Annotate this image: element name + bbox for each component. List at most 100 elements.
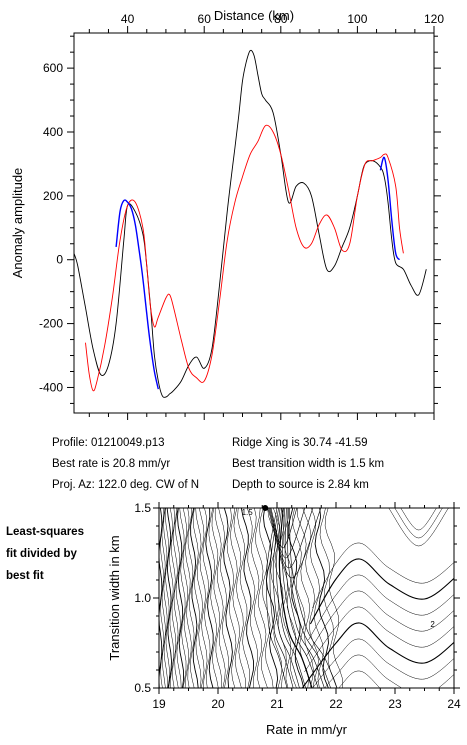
bottom-axis-ticks: 19 20 21 22 23 24 0.5 1.0 1.5 xyxy=(134,501,461,711)
contour-line xyxy=(177,508,185,688)
misfit-contour-panel: 1.52 19 20 21 22 23 240.51.01.5 Rate in mm/yr… xyxy=(107,501,461,737)
contour-line xyxy=(312,638,454,688)
rate-tick-label: 22 xyxy=(329,697,343,711)
contour-group xyxy=(159,508,454,688)
contour-line xyxy=(161,508,166,688)
contour-line xyxy=(273,508,287,688)
top-plot-frame xyxy=(73,32,435,414)
contour-line xyxy=(165,508,170,688)
contour-lines: 1.52 xyxy=(159,505,454,688)
contour-line xyxy=(289,508,338,688)
top-axis-ticks: 40 60 80 100 120 600 400 200 0 -200 -400 xyxy=(39,12,444,420)
contour-line xyxy=(226,508,237,688)
rate-tick-label: 21 xyxy=(270,697,284,711)
contour-line xyxy=(175,508,182,688)
x-tick-label: 60 xyxy=(198,12,212,26)
contour-line xyxy=(169,508,174,688)
fit-window-line xyxy=(379,156,401,261)
profile-text: Profile: 01210049.p13 xyxy=(52,437,165,449)
contour-line xyxy=(182,508,189,688)
contour-line xyxy=(312,542,454,609)
contour-line xyxy=(198,508,208,688)
contour-line xyxy=(259,508,274,688)
rate-tick-label: 19 xyxy=(152,697,166,711)
y-axis-title-anomaly: Anomaly amplitude xyxy=(10,168,25,279)
observed-profile-line xyxy=(73,49,427,398)
contour-line xyxy=(388,508,449,547)
contour-line xyxy=(233,508,247,688)
contour-line xyxy=(394,508,443,539)
contour-label: 1.5 xyxy=(242,508,254,517)
contour-line xyxy=(324,508,343,688)
contour-line xyxy=(302,508,319,688)
contour-line xyxy=(160,508,164,688)
model-profile-line xyxy=(85,124,404,392)
y-axis-title-width: Transition width in km xyxy=(107,535,122,660)
projection-azimuth-text: Proj. Az: 122.0 deg. CW of N xyxy=(52,479,200,491)
rate-tick-label: 20 xyxy=(211,697,225,711)
contour-line xyxy=(266,508,288,688)
contour-line xyxy=(240,508,254,688)
y-tick-label: -400 xyxy=(39,380,63,394)
contour-line xyxy=(202,508,211,688)
contour-line xyxy=(287,508,331,688)
contour-line xyxy=(190,508,199,688)
y-tick-label: -200 xyxy=(39,317,63,331)
contour-line xyxy=(338,670,381,688)
contour-line xyxy=(195,508,205,688)
rate-tick-label: 24 xyxy=(447,697,461,711)
x-tick-label: 40 xyxy=(121,12,135,26)
contour-line xyxy=(282,508,319,688)
contour-line xyxy=(269,508,294,688)
contour-line xyxy=(301,622,454,688)
contour-line xyxy=(171,508,177,688)
contour-line xyxy=(205,508,214,688)
contour-line xyxy=(211,508,223,688)
y-tick-label: 400 xyxy=(43,125,63,139)
contour-line xyxy=(324,654,454,688)
contour-line xyxy=(306,590,454,657)
contour-line xyxy=(283,508,297,688)
side-note: Least-squares fit divided by best fit xyxy=(6,521,84,587)
contour-line xyxy=(269,508,306,559)
contour-line xyxy=(173,508,179,688)
rate-tick-label: 23 xyxy=(388,697,402,711)
depth-to-source-text: Depth to source is 2.84 km xyxy=(232,479,369,491)
contour-line xyxy=(192,508,202,688)
contour-line xyxy=(296,508,314,688)
contour-line xyxy=(208,508,219,688)
best-rate-text: Best rate is 20.8 mm/yr xyxy=(52,458,171,470)
contour-line xyxy=(230,508,242,688)
contour-line xyxy=(185,508,192,688)
contour-label: 2 xyxy=(430,620,435,629)
contour-line xyxy=(308,574,454,641)
y-tick-label: 0 xyxy=(56,253,63,267)
contour-line xyxy=(255,508,268,688)
contour-line xyxy=(309,558,454,625)
contour-line xyxy=(187,508,195,688)
contour-line xyxy=(163,508,168,688)
contour-line xyxy=(251,508,263,688)
x-tick-label: 80 xyxy=(274,12,288,26)
profile-lines xyxy=(73,49,427,398)
contour-line xyxy=(309,508,324,688)
x-tick-label: 100 xyxy=(347,12,367,26)
contour-line xyxy=(400,508,437,531)
contour-line xyxy=(218,508,230,688)
y-tick-label: 600 xyxy=(43,61,63,75)
best-width-text: Best transition width is 1.5 km xyxy=(232,458,385,470)
contour-line xyxy=(279,508,292,688)
contour-line xyxy=(304,606,454,673)
contour-line xyxy=(268,508,314,569)
width-tick-label: 1.0 xyxy=(134,591,151,605)
width-tick-label: 0.5 xyxy=(134,681,151,695)
side-note-line-1: Least-squares xyxy=(6,526,84,538)
contour-line xyxy=(287,508,305,688)
fit-window-line xyxy=(115,199,159,390)
contour-line xyxy=(237,508,250,688)
x-tick-label: 120 xyxy=(424,12,444,26)
anomaly-profile-panel: 40 60 80 100 120 600 400 200 0 -200 -400 Distance … xyxy=(10,8,444,420)
contour-line xyxy=(270,508,298,549)
side-note-line-3: best fit xyxy=(6,570,44,582)
